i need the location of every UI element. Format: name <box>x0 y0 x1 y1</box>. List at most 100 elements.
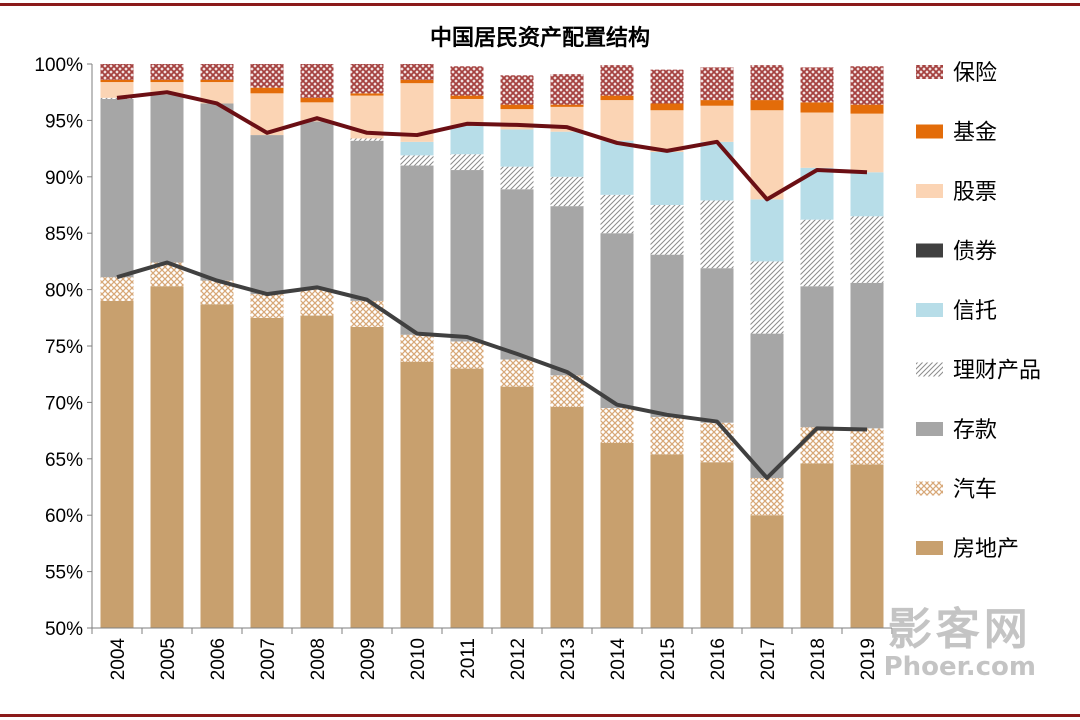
bar-segment-2011-8 <box>450 66 484 96</box>
bar-segment-2009-7 <box>350 93 384 96</box>
bar-segment-2014-3 <box>600 194 634 234</box>
bar-segment-2018-3 <box>800 219 834 287</box>
legend-swatch-存款 <box>916 422 943 436</box>
bar-segment-2013-4 <box>550 131 584 177</box>
bar-segment-2016-1 <box>700 422 734 463</box>
bar-segment-2016-0 <box>700 462 734 628</box>
bar-segment-2015-4 <box>650 151 684 205</box>
y-tick-label: 85% <box>45 224 83 245</box>
x-tick-label: 2018 <box>808 638 829 680</box>
bar-segment-2018-7 <box>800 102 834 113</box>
bar-segment-2015-2 <box>650 254 684 418</box>
x-tick-label: 2008 <box>308 638 329 680</box>
bar-segment-2012-7 <box>500 104 534 110</box>
legend-label-信托: 信托 <box>953 299 997 324</box>
x-tick-label: 2007 <box>258 638 279 680</box>
legend-swatch-保险 <box>916 65 943 79</box>
axis-layer: 50% 55% 60% 65% 70% 75% 80% 85% 90% 95% 100% 2004 20… <box>34 55 893 681</box>
bar-segment-2014-4 <box>600 140 634 195</box>
bar-segment-2011-7 <box>450 95 484 99</box>
bar-segment-2010-1 <box>400 334 434 362</box>
bottom-border-line <box>0 714 1080 717</box>
bar-segment-2004-1 <box>100 277 134 301</box>
bar-segment-2015-1 <box>650 417 684 455</box>
x-tick-label: 2006 <box>208 638 229 680</box>
bar-segment-2009-3 <box>350 138 384 141</box>
bar-segment-2004-0 <box>100 300 134 628</box>
bar-segment-2018-6 <box>800 112 834 168</box>
top-border-line <box>0 3 1080 6</box>
bar-segment-2006-7 <box>200 79 234 83</box>
bar-segment-2010-3 <box>400 155 434 166</box>
bar-segment-2012-0 <box>500 386 534 628</box>
legend-swatch-信托 <box>916 303 943 317</box>
bar-segment-2015-8 <box>650 69 684 104</box>
bar-segment-2018-1 <box>800 427 834 464</box>
bar-segment-2019-7 <box>850 104 884 114</box>
y-tick-label: 75% <box>45 337 83 358</box>
legend-swatch-汽车 <box>916 481 943 496</box>
legend-swatch-债券 <box>916 243 943 258</box>
bar-segment-2008-7 <box>300 97 334 103</box>
bar-segment-2008-2 <box>300 121 334 290</box>
x-tick-label: 2004 <box>108 638 129 681</box>
bar-segment-2018-8 <box>800 67 834 103</box>
bar-segment-2009-2 <box>350 140 384 301</box>
bar-segment-2018-0 <box>800 463 834 628</box>
bar-segment-2016-7 <box>700 100 734 106</box>
y-tick-label: 80% <box>45 281 83 302</box>
legend-swatch-理财产品 <box>916 362 943 377</box>
bar-segment-2010-8 <box>400 64 434 80</box>
bar-segment-2019-6 <box>850 113 884 173</box>
legend-label-存款: 存款 <box>953 418 997 443</box>
bar-segment-2004-3 <box>100 97 134 99</box>
y-tick-label: 100% <box>34 55 83 76</box>
bar-segment-2010-2 <box>400 165 434 335</box>
y-tick-label: 50% <box>45 619 83 640</box>
bar-segment-2009-0 <box>350 326 384 628</box>
bar-segment-2018-2 <box>800 286 834 428</box>
bar-segment-2016-2 <box>700 268 734 423</box>
x-tick-label: 2019 <box>858 638 879 680</box>
bar-segment-2005-1 <box>150 262 184 287</box>
bar-segment-2004-6 <box>100 82 134 98</box>
trend-line-1 <box>116 260 868 480</box>
x-tick-label: 2016 <box>708 638 729 680</box>
legend-swatch-房地产 <box>916 541 943 555</box>
y-tick-label: 65% <box>45 450 83 471</box>
bar-segment-2015-0 <box>650 454 684 628</box>
watermark: 影客网 Phoer.com <box>884 606 1036 681</box>
bar-segment-2013-3 <box>550 176 584 207</box>
bar-segment-2010-0 <box>400 361 434 628</box>
bar-segment-2005-2 <box>150 94 184 263</box>
bar-segment-2016-4 <box>700 141 734 201</box>
bar-segment-2012-3 <box>500 166 534 190</box>
x-tick-label: 2015 <box>658 638 679 680</box>
lines-layer <box>116 90 868 480</box>
bar-segment-2004-2 <box>100 98 134 278</box>
bar-segment-2006-1 <box>200 280 234 305</box>
bar-segment-2007-0 <box>250 317 284 628</box>
bar-segment-2010-7 <box>400 79 434 84</box>
bar-segment-2007-7 <box>250 87 284 94</box>
x-tick-label: 2011 <box>458 638 479 679</box>
bar-segment-2007-8 <box>250 64 284 88</box>
bar-segment-2014-8 <box>600 65 634 96</box>
bars-layer <box>100 64 884 628</box>
bar-segment-2006-8 <box>200 64 234 80</box>
y-tick-label: 95% <box>45 111 83 132</box>
bar-segment-2013-8 <box>550 74 584 105</box>
bar-segment-2004-8 <box>100 64 134 80</box>
legend-label-债券: 债券 <box>953 240 997 265</box>
bar-segment-2008-1 <box>300 289 334 316</box>
bar-segment-2017-1 <box>750 477 784 516</box>
legend-label-保险: 保险 <box>953 61 997 86</box>
bar-segment-2009-8 <box>350 64 384 94</box>
bar-segment-2012-2 <box>500 189 534 360</box>
bar-segment-2011-0 <box>450 368 484 628</box>
bar-segment-2013-7 <box>550 104 584 107</box>
legend-label-房地产: 房地产 <box>953 537 1019 562</box>
